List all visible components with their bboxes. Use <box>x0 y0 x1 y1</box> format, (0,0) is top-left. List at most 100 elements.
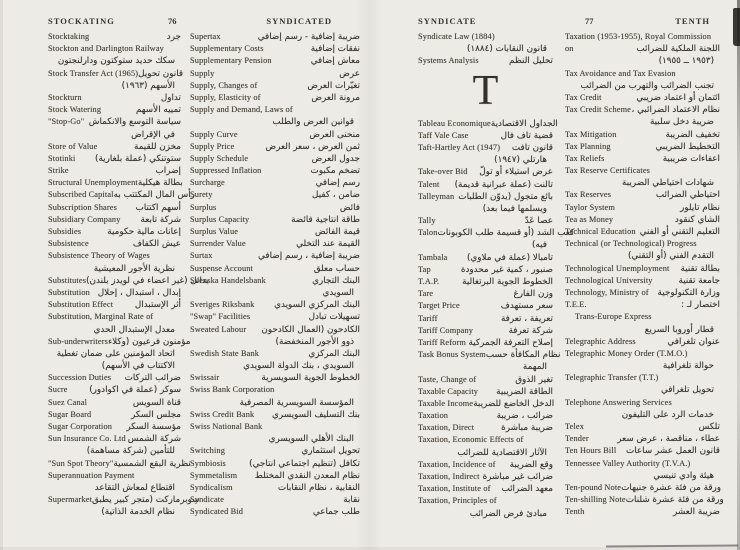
entry-row: Tax Reserves احتياطي الضرائب <box>565 189 720 201</box>
entry-translation-ar: نظام الخدمة الذاتية) <box>101 507 175 518</box>
entry-translation-ar: خدمات الرد على التليفون <box>621 409 714 420</box>
entry-translation-ar: التعليم التقني أو الفني <box>639 227 720 237</box>
entry-row: Substitutes بدائل (غير اعضاء في لويدز بلن… <box>48 275 209 287</box>
entry-row: T.A.P. الخطوط الجوية البرتغالية <box>418 276 553 288</box>
entry-translation-ar: ستوتنكي (عملة بلغارية) <box>95 153 181 164</box>
entry-term-en: Sweated Labour <box>190 324 247 334</box>
entry-term-en: Talent <box>418 179 440 189</box>
entry-row: هيئة وادي تنيسي <box>565 470 720 482</box>
entry-row: Syndicalism النقابية ، نظام النقابات <box>190 482 360 494</box>
entry-row: Switching تحويل استثماري <box>190 445 360 457</box>
entry-term-en: Tax Avoidance and Tax Evasion <box>565 68 676 78</box>
entry-term-en: Technical Education <box>565 227 636 236</box>
entry-row: Tariff Company شركة تعرفة <box>418 325 553 337</box>
entry-term-en: Supply and Demand, Laws of <box>190 105 293 115</box>
entry-translation-ar: عطاء ، مناقصة ، عرض سعر <box>617 434 720 445</box>
entry-term-en: Tare <box>418 289 434 299</box>
entry-translation-ar: رأس المال المكتتب به <box>113 190 195 201</box>
entry-row: Take-over Bid عرض استيلاء أو تولّ <box>418 166 553 178</box>
entry-translation-ar: طاقة انتاجية فائضة <box>291 214 360 225</box>
entry-term-en: Tea as Money <box>565 214 614 224</box>
entry-row: Tennessee Valley Authority (T.V.A.) <box>565 458 720 470</box>
entry-term-en: "Swap" Facilities <box>190 312 251 322</box>
entry-term-en: Technological University <box>565 275 653 285</box>
entry-row: هارتلي (١٩٤٧) <box>418 154 553 166</box>
entry-translation-ar: سوكر (عملة في اكوادور) <box>89 385 181 396</box>
entry-translation-ar: المؤسسة السويسرية المصرفية <box>239 397 354 408</box>
entry-term-en: Switching <box>190 446 225 456</box>
entry-translation-ar: سياسة التوسع والانكماش <box>88 117 181 128</box>
entry-translation-ar: وزن الفارغ <box>513 289 553 300</box>
entry-row: Stockturn تداول <box>48 92 181 104</box>
entry-translation-ar: تداول <box>160 92 181 103</box>
entry-term-en: Subscribed Capital <box>48 190 114 200</box>
entry-term-en: Technological Unemployment <box>565 263 670 273</box>
entry-row: التقدم الفني (أو التقني) <box>565 250 720 262</box>
entry-row: Supermarket سوبرماركت (متجر كبير يطبق <box>48 494 199 506</box>
entry-row: الآثار الاقتصادية للضرائب <box>418 447 553 459</box>
entry-row: (١٩٥٣ ــ ١٩٥٥) <box>565 55 720 67</box>
entry-row: T.E.E. اختصار لـ : <box>565 299 720 311</box>
scan-edge-bottom <box>0 547 740 550</box>
entry-term-en: Ten-shilling Note <box>565 495 626 505</box>
entry-row: Subsistence Theory of Wages <box>48 250 181 262</box>
scan-gutter-shadow <box>356 0 382 550</box>
entry-row: Taxation ضرائب ، ضريبة <box>418 410 553 422</box>
entry-term-en: Tariff Reform <box>418 337 466 347</box>
entry-translation-ar: قانون النقابات (١٨٨٤) <box>466 44 547 55</box>
entry-translation-ar: شهادات احتياطي الضريبة <box>622 178 714 189</box>
entry-translation-ar: ويسلمها فيما بعد) <box>482 203 547 214</box>
entry-translation-ar: ائتمان أو اعتماد ضريبي <box>636 92 720 103</box>
entry-translation-ar: شركة الشمس <box>127 434 181 445</box>
entry-translation-ar: تكافل (تنظيم اجتماعي انتاجي) <box>249 458 360 469</box>
entry-translation-ar: ضريبة إضافية ، رسم إضافي <box>258 251 360 262</box>
entry-row: Surrender Value القيمة عند التخلي <box>190 238 360 250</box>
entry-translation-ar: البنك المركزي السويدي <box>274 300 360 311</box>
entry-row: Telephone Answering Services <box>565 397 720 409</box>
entry-row: Surcharge رسم إضافي <box>190 177 360 189</box>
entry-row: Taxation, Principles of <box>418 495 553 507</box>
entry-row: Sucre سوكر (عملة في اكوادور) <box>48 384 181 396</box>
entry-translation-ar: قطار أوروبا السريع <box>644 324 714 335</box>
entry-term-en: Stocktaking <box>48 32 90 41</box>
entry-row: Stockton and Darlington Railway <box>48 43 181 55</box>
entry-translation-ar: تالنت (عملة عبرانية قديمة) <box>454 179 553 190</box>
entry-term-en: Tax Reserves <box>565 190 612 200</box>
running-head-left: SYNDICATE <box>418 16 477 26</box>
entry-translation-ar: عرض استيلاء أو تولّ <box>479 167 553 178</box>
entry-term-en: "Stop-Go" <box>48 117 85 127</box>
entry-term-en: Telegraphic Address <box>565 336 636 346</box>
entry-term-en: Supply Price <box>190 141 235 151</box>
entry-row: Ten-pound Note ورقة من فئة عشرة جنيهات <box>565 482 721 494</box>
entry-row: Supply, Changes of تغيّرات العرض <box>190 80 360 92</box>
entry-row: Supply عرض <box>190 68 360 80</box>
entry-row: Sveriges Riksbank البنك المركزي السويدي <box>190 299 360 311</box>
entry-row: Tax Reliefs اعفاءات ضريبية <box>565 153 720 165</box>
entry-row: Swiss National Bank <box>190 421 360 433</box>
entry-term-en: Sucre <box>48 385 68 395</box>
entry-term-en: Swedish State Bank <box>190 348 260 358</box>
entry-row: للتأمين (شركة مساهمة) <box>48 445 181 457</box>
entry-translation-ar: تعريفة ، تعرفة <box>500 313 553 324</box>
entry-row: Technical Education التعليم التقني أو الف… <box>565 226 720 238</box>
entry-row: قانون النقابات (١٨٨٤) <box>418 43 553 55</box>
entry-term-en: Symmetalism <box>190 470 238 480</box>
entry-translation-ar: وزارة التكنولوجية <box>657 287 720 298</box>
page-number: 77 <box>585 16 594 26</box>
entry-row: Target Price سعر مستهدف <box>418 300 553 312</box>
entry-translation-ar: نظام تايلور <box>680 202 720 213</box>
entry-translation-ar: صنبور ، كمية غير محدودة <box>460 264 553 275</box>
entry-row: Swissair الخطوط الجوية السويسرية <box>190 372 360 384</box>
entry-term-en: Taxation, Indirect <box>418 472 480 481</box>
entry-row: Supply Curve منحنى العرض <box>190 129 360 141</box>
entry-translation-ar: الدخل الخاضع للضريبة <box>473 398 555 409</box>
entry-row: في الإقراض <box>48 129 181 141</box>
entry-row: سكك حديد ستوكتون ودارلنجتون <box>48 55 181 67</box>
entry-row: Taxation (1953-1955), Royal Commission <box>565 31 720 43</box>
entry-translation-ar: تامبالا (عملة في ملاوي) <box>466 252 553 263</box>
entry-translation-ar: حوالة تلغرافية <box>662 361 714 372</box>
entry-translation-ar: اللجنة الملكية للضرائب <box>636 44 720 55</box>
entry-translation-ar: البنك التجاري <box>312 275 360 286</box>
entry-term-en: Swiss Credit Bank <box>190 409 255 419</box>
